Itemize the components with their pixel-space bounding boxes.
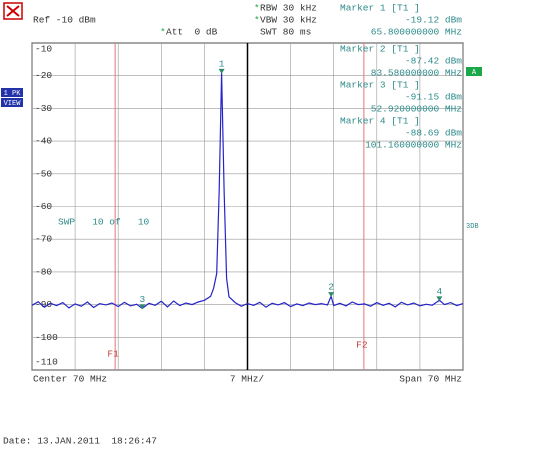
db-label: 3DB bbox=[466, 223, 479, 231]
frequency-line-label: F1 bbox=[107, 349, 119, 360]
vbw: VBW 30 kHz bbox=[260, 15, 317, 26]
frequency-line-label: F2 bbox=[356, 340, 368, 351]
y-tick-label: -80 bbox=[35, 266, 52, 277]
star: * bbox=[160, 27, 166, 38]
ref-level: Ref -10 dBm bbox=[33, 15, 96, 26]
sweep-count: SWP 10 of 10 bbox=[58, 217, 150, 228]
marker-frequency: 101.160000000 MHz bbox=[365, 140, 462, 151]
marker-frequency: 65.800000000 MHz bbox=[371, 27, 462, 38]
marker-value: -19.12 dBm bbox=[405, 15, 462, 26]
marker bbox=[436, 296, 443, 302]
rbw: RBW 30 kHz bbox=[260, 3, 317, 14]
marker-label: Marker 2 [T1 ] bbox=[340, 44, 420, 55]
y-tick-label: -10 bbox=[35, 44, 52, 55]
y-tick-label: -70 bbox=[35, 234, 52, 245]
view-badge: VIEW bbox=[4, 100, 22, 108]
marker bbox=[139, 304, 146, 310]
attenuation: Att 0 dB bbox=[166, 27, 218, 38]
marker-number: 4 bbox=[437, 286, 443, 297]
marker-value: -88.69 dBm bbox=[405, 128, 462, 139]
marker-number: 1 bbox=[219, 58, 225, 69]
sweep-time: SWT 80 ms bbox=[260, 27, 311, 38]
badge bbox=[1, 88, 23, 97]
y-tick-label: -60 bbox=[35, 201, 52, 212]
trace-badge: 1 PK bbox=[4, 90, 22, 98]
a-badge: A bbox=[472, 69, 477, 77]
y-tick-label: -110 bbox=[35, 357, 58, 368]
marker-label: Marker 3 [T1 ] bbox=[340, 80, 420, 91]
star: * bbox=[254, 15, 260, 26]
span-label: Span 70 MHz bbox=[399, 374, 462, 385]
badge bbox=[466, 67, 482, 76]
y-tick-label: -40 bbox=[35, 136, 52, 147]
marker bbox=[328, 292, 335, 298]
y-tick-label: -30 bbox=[35, 103, 52, 114]
marker-value: -91.15 dBm bbox=[405, 92, 462, 103]
marker-value: -87.42 dBm bbox=[405, 56, 462, 67]
marker-number: 3 bbox=[139, 294, 145, 305]
badge bbox=[1, 98, 23, 107]
y-tick-label: -50 bbox=[35, 168, 52, 179]
marker-label: Marker 1 [T1 ] bbox=[340, 3, 420, 14]
star: * bbox=[254, 3, 260, 14]
marker-frequency: 83.580000000 MHz bbox=[371, 68, 462, 79]
marker bbox=[218, 68, 225, 74]
date: Date: 13.JAN.2011 18:26:47 bbox=[3, 436, 157, 447]
logo bbox=[3, 2, 23, 20]
y-tick-label: -90 bbox=[35, 299, 52, 310]
center-label: Center 70 MHz bbox=[33, 374, 107, 385]
y-tick-label: -100 bbox=[35, 332, 58, 343]
div-label: 7 MHz/ bbox=[230, 374, 265, 385]
marker-frequency: 52.920000000 MHz bbox=[371, 104, 462, 115]
y-tick-label: -20 bbox=[35, 70, 52, 81]
trace bbox=[31, 72, 464, 310]
marker-number: 2 bbox=[328, 282, 334, 293]
marker-label: Marker 4 [T1 ] bbox=[340, 116, 420, 127]
